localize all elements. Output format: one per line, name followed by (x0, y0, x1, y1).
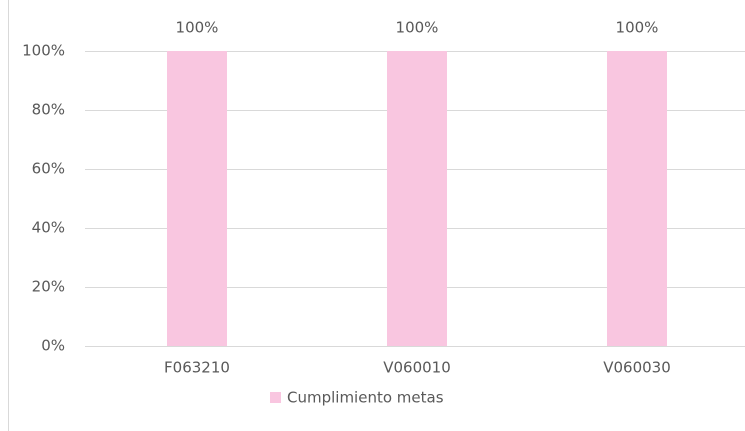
y-tick-label: 100% (22, 42, 65, 60)
y-tick-label: 40% (32, 219, 65, 237)
legend-swatch (270, 392, 281, 403)
data-label: 100% (176, 19, 219, 37)
x-tick-label: V060030 (603, 359, 671, 377)
y-tick-label: 80% (32, 101, 65, 119)
x-tick-label: V060010 (383, 359, 451, 377)
y-tick-label: 0% (41, 337, 65, 355)
y-tick-label: 20% (32, 278, 65, 296)
data-label: 100% (616, 19, 659, 37)
bar (387, 51, 447, 346)
x-tick-label: F063210 (164, 359, 230, 377)
y-tick-label: 60% (32, 160, 65, 178)
bar (167, 51, 227, 346)
bar (607, 51, 667, 346)
data-label: 100% (396, 19, 439, 37)
legend-label: Cumplimiento metas (287, 389, 444, 407)
